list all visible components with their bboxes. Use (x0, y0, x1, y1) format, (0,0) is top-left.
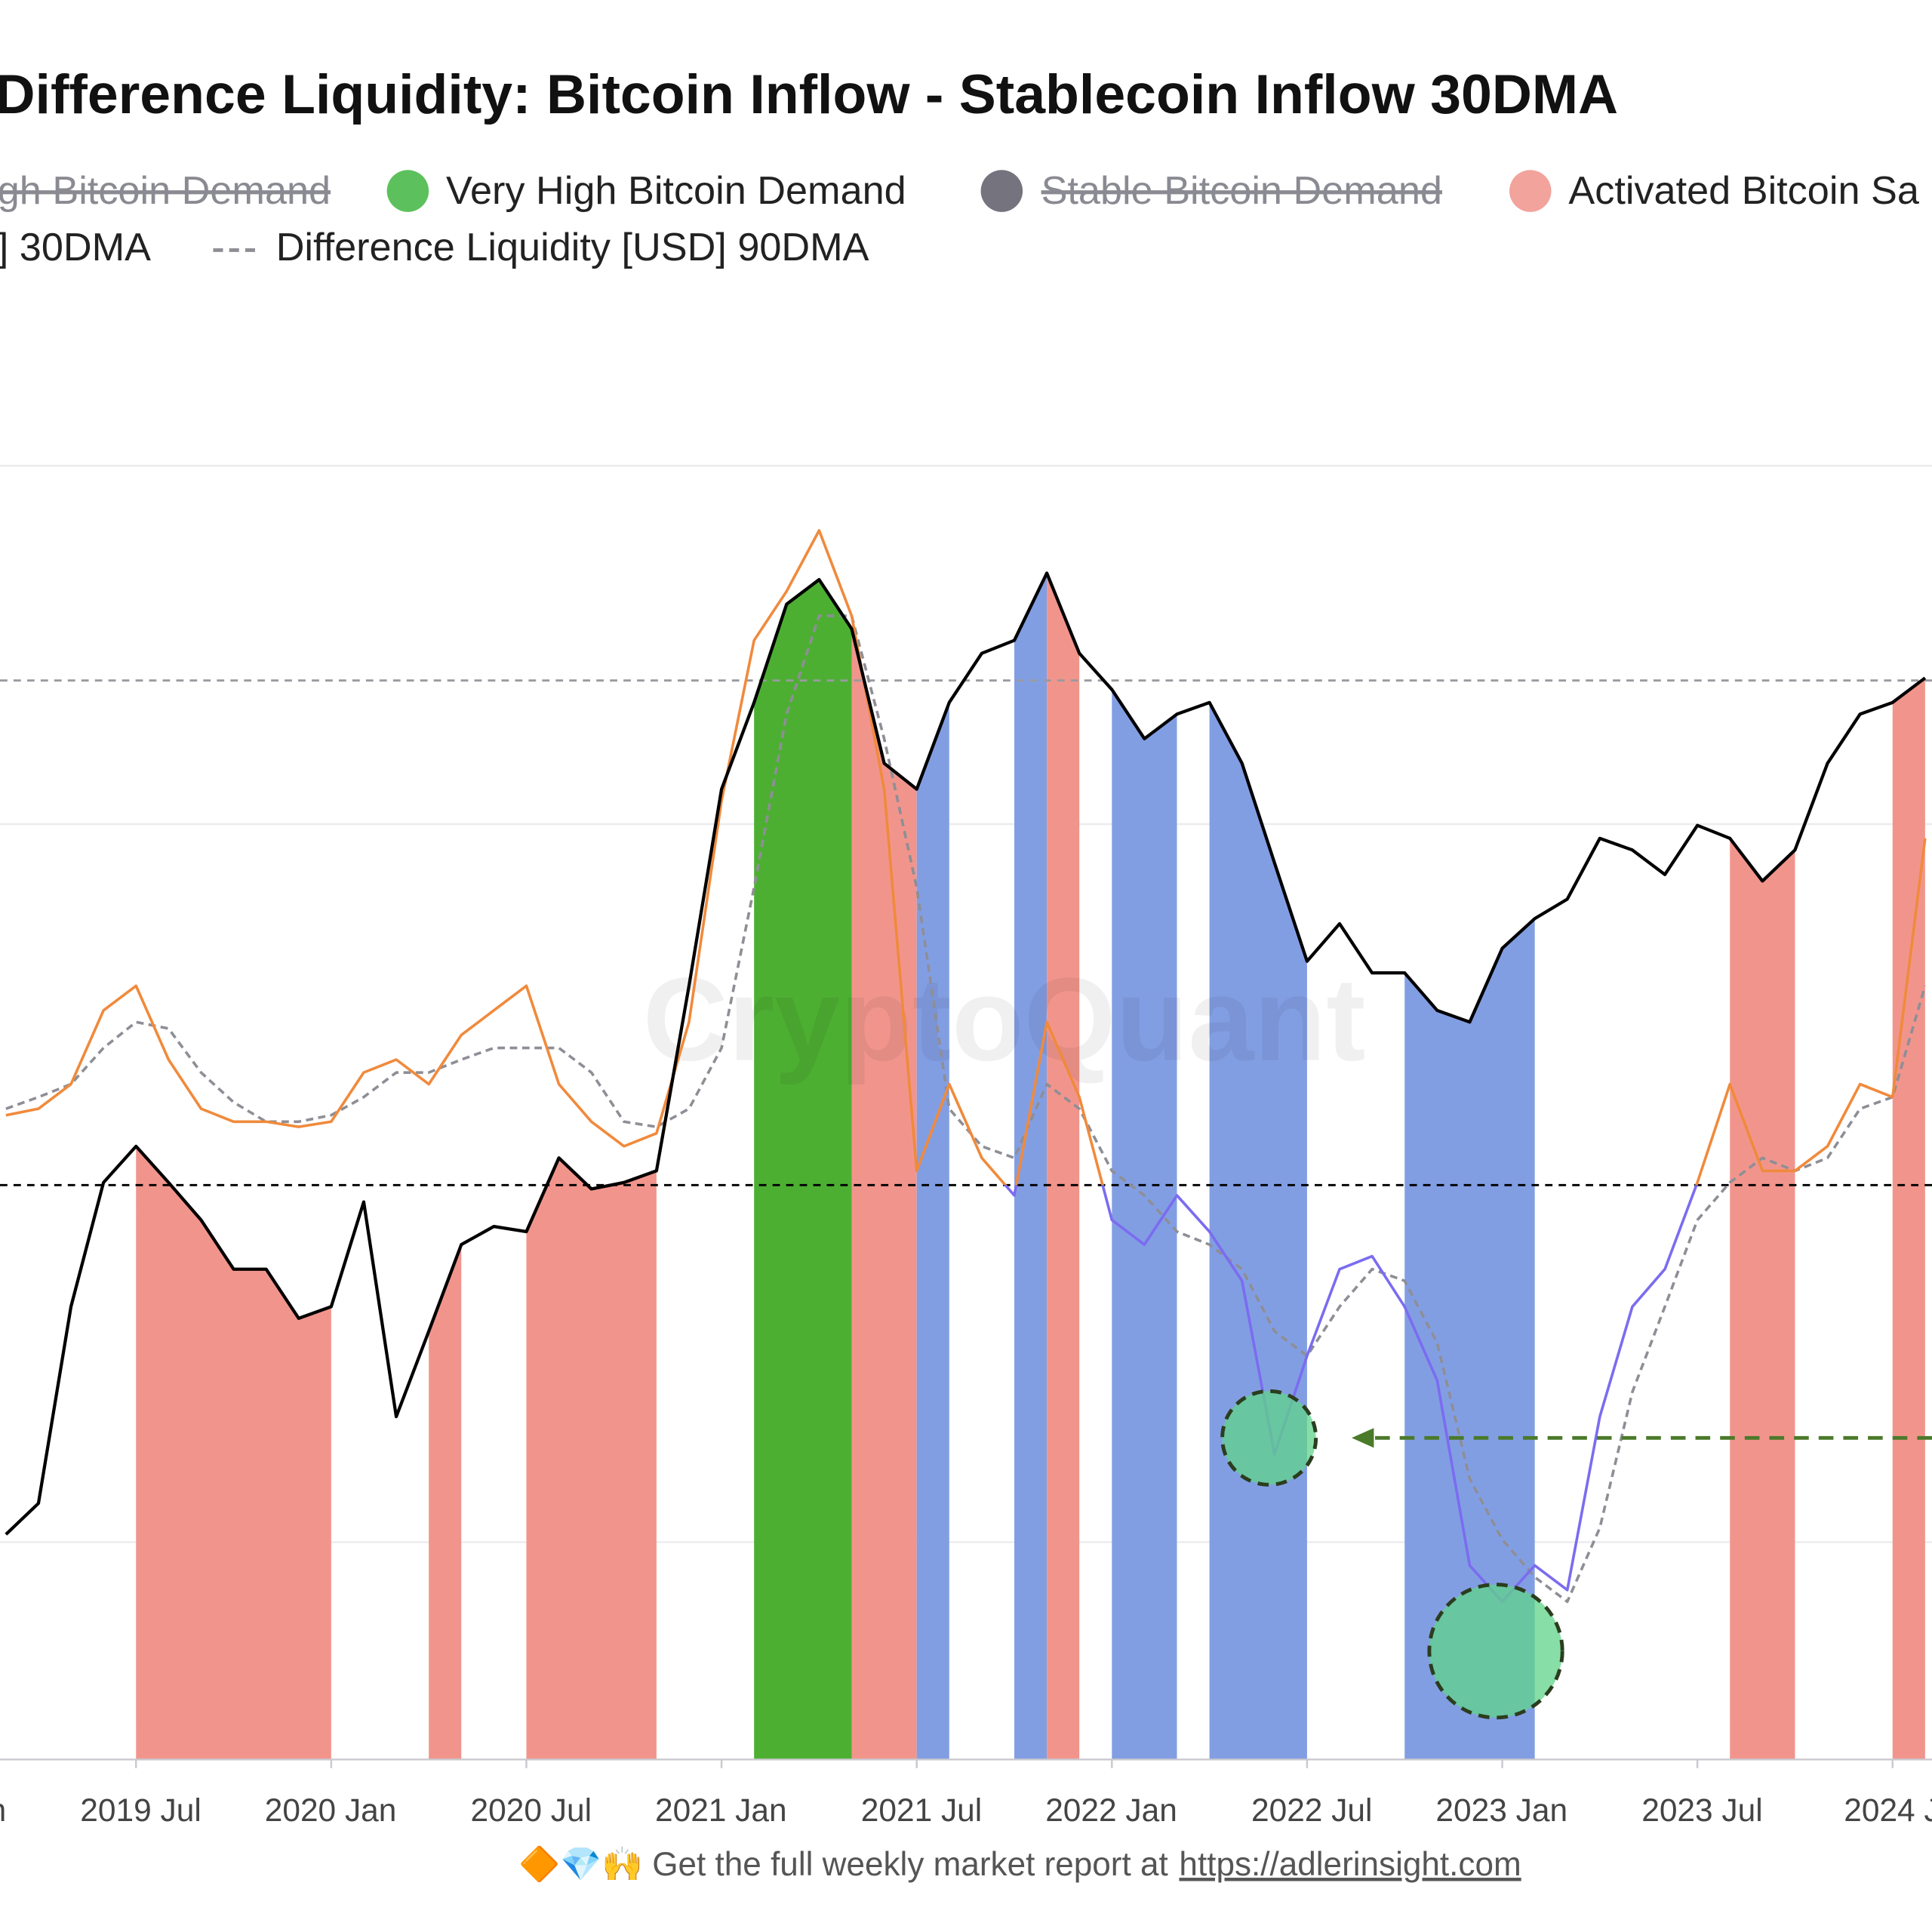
legend-label[interactable]: gh Bitcoin Demand (0, 169, 331, 213)
legend-label[interactable]: Very High Bitcoin Demand (446, 169, 906, 213)
series-line (5, 529, 1927, 1186)
legend-label[interactable]: Stable Bitcoin Demand (1041, 169, 1442, 213)
arrow-head (1352, 1428, 1374, 1448)
legend-label[interactable]: Activated Bitcoin Sa (1568, 169, 1919, 213)
footer-link[interactable]: https://adlerinsight.com (1179, 1846, 1521, 1883)
series-line (5, 571, 1927, 1536)
band (1892, 678, 1925, 1760)
band (136, 1146, 331, 1760)
x-tick-label: 2019 Jul (80, 1792, 201, 1828)
x-tick-label: 2023 Jan (1435, 1792, 1567, 1828)
x-tick-label: 2022 Jul (1251, 1792, 1372, 1828)
legend-marker (1509, 170, 1552, 212)
x-tick-label: n (0, 1792, 6, 1828)
reference-lines (0, 679, 1932, 1186)
legend: gh Bitcoin Demand Very High Bitcoin Deman… (0, 169, 1920, 269)
footer: 🔶💎🙌 Get the full weekly market report at… (518, 1845, 1521, 1883)
x-tick-label: 2021 Jul (861, 1792, 982, 1828)
series-line (1003, 1185, 1698, 1604)
watermark: CryptoQuant (643, 954, 1366, 1086)
highlight-circle (1220, 1389, 1318, 1487)
band (1047, 573, 1080, 1760)
band (916, 702, 949, 1760)
band (851, 629, 917, 1760)
x-tick-label: 2021 Jan (655, 1792, 787, 1828)
band (1014, 573, 1048, 1760)
annotations (1220, 1389, 1932, 1720)
legend-marker (386, 170, 429, 212)
x-tick-label: 2023 Jul (1641, 1792, 1762, 1828)
x-axis-ticks: n 2019 Jul 2020 Jan 2020 Jul 2021 Jan 2021 Ju… (0, 1759, 1932, 1828)
band (1112, 689, 1177, 1760)
legend-marker (980, 170, 1023, 212)
legend-label[interactable]: ] 30DMA (0, 226, 151, 269)
band (526, 1158, 657, 1760)
band (429, 1244, 462, 1760)
band (1404, 918, 1535, 1760)
x-tick-label: 2020 Jan (265, 1792, 397, 1828)
band (1730, 838, 1795, 1760)
band (1209, 702, 1307, 1760)
band (754, 580, 852, 1760)
chart-title: Difference Liquidity: Bitcoin Inflow - S… (0, 63, 1618, 125)
footer-text: 🔶💎🙌 Get the full weekly market report at (518, 1845, 1168, 1883)
highlight-circle (1427, 1583, 1564, 1720)
lines (5, 529, 1927, 1604)
x-tick-label: 2022 Jan (1045, 1792, 1177, 1828)
bands (136, 573, 1925, 1760)
x-tick-label: 2020 Jul (471, 1792, 592, 1828)
x-tick-label: 2024 Ja (1844, 1792, 1932, 1828)
legend-label[interactable]: Difference Liquidity [USD] 90DMA (276, 226, 869, 269)
